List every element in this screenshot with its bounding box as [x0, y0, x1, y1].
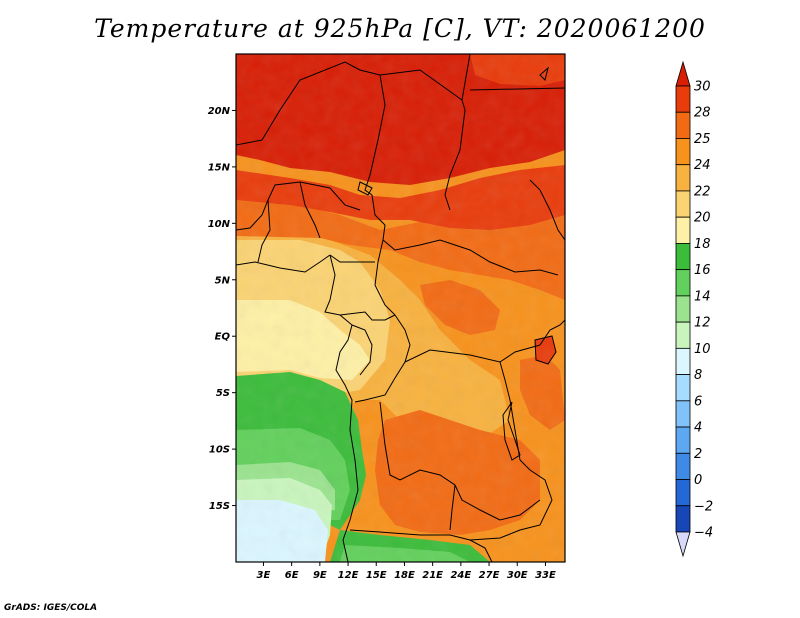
- colorbar-label: −4: [694, 526, 713, 541]
- lat-axis: 20N 15N 10N 5N EQ 5S 10S 15S: [208, 106, 236, 512]
- colorbar-label: 6: [694, 394, 702, 409]
- lon-tick-label: 15E: [366, 570, 387, 581]
- colorbar-box: [675, 216, 691, 244]
- lat-tick-label: 15N: [208, 162, 231, 173]
- lon-tick-label: 9E: [313, 570, 327, 581]
- lon-tick-label: 3E: [257, 570, 271, 581]
- colorbar-label: 22: [694, 184, 711, 199]
- colorbar-box: [675, 374, 691, 402]
- colorbar-box: [675, 426, 691, 454]
- colorbar-label: 14: [694, 289, 711, 304]
- colorbar-label: 18: [694, 237, 711, 252]
- colorbar-box: [675, 321, 691, 349]
- colorbar-label: 20: [694, 211, 711, 226]
- lon-tick-label: 21E: [422, 570, 443, 581]
- lat-tick-label: 15S: [209, 501, 230, 512]
- colorbar-box: [675, 452, 691, 480]
- colorbar-box: [675, 138, 691, 166]
- lon-tick-label: 27E: [479, 570, 500, 581]
- lat-tick-label: EQ: [215, 332, 231, 343]
- lon-tick-label: 18E: [394, 570, 415, 581]
- lon-tick-label: 30E: [507, 570, 528, 581]
- credit-label: GrADS: IGES/COLA: [4, 603, 98, 613]
- colorbar-box: [675, 347, 691, 375]
- colorbar-box: [675, 85, 691, 113]
- colorbar-box: [675, 269, 691, 297]
- lat-tick-label: 10S: [209, 445, 230, 456]
- colorbar-label: 28: [694, 106, 711, 121]
- lon-tick-label: 24E: [450, 570, 471, 581]
- colorbar-label: 0: [694, 473, 702, 488]
- lon-tick-label: 12E: [338, 570, 359, 581]
- colorbar-box: [675, 243, 691, 271]
- colorbar-box: [675, 164, 691, 192]
- colorbar-label: 8: [694, 368, 702, 383]
- colorbar-bottom-triangle: [675, 531, 691, 558]
- colorbar-label: 30: [694, 80, 711, 95]
- borders: [236, 54, 565, 562]
- colorbar-label: −2: [694, 499, 713, 514]
- colorbar-label: 10: [694, 342, 711, 357]
- colorbar-label: 25: [694, 132, 711, 147]
- colorbar-label: 2: [694, 447, 702, 462]
- temperature-field: [236, 54, 565, 562]
- colorbar-box: [675, 400, 691, 428]
- colorbar-box: [675, 111, 691, 139]
- colorbar-label: 12: [694, 316, 711, 331]
- chart-title: Temperature at 925hPa [C], VT: 202006120…: [94, 14, 706, 43]
- lat-tick-label: 10N: [208, 219, 231, 230]
- lat-tick-label: 20N: [208, 106, 231, 117]
- field-texture: [236, 54, 565, 562]
- lon-tick-label: 33E: [535, 570, 556, 581]
- lon-axis: 3E 6E 9E 12E 15E 18E 21E 24E 27E 30E 33E: [257, 562, 556, 581]
- colorbar-top-triangle: [675, 60, 691, 87]
- colorbar-box: [675, 505, 691, 533]
- lat-tick-label: 5N: [215, 275, 231, 286]
- lon-tick-label: 6E: [285, 570, 299, 581]
- colorbar-box: [675, 479, 691, 507]
- colorbar-label: 24: [694, 158, 711, 173]
- colorbar-label: 4: [694, 421, 702, 436]
- map-frame: [235, 53, 566, 563]
- colorbar-label: 16: [694, 263, 711, 278]
- colorbar-box: [675, 190, 691, 218]
- lat-tick-label: 5S: [216, 388, 230, 399]
- colorbar-box: [675, 295, 691, 323]
